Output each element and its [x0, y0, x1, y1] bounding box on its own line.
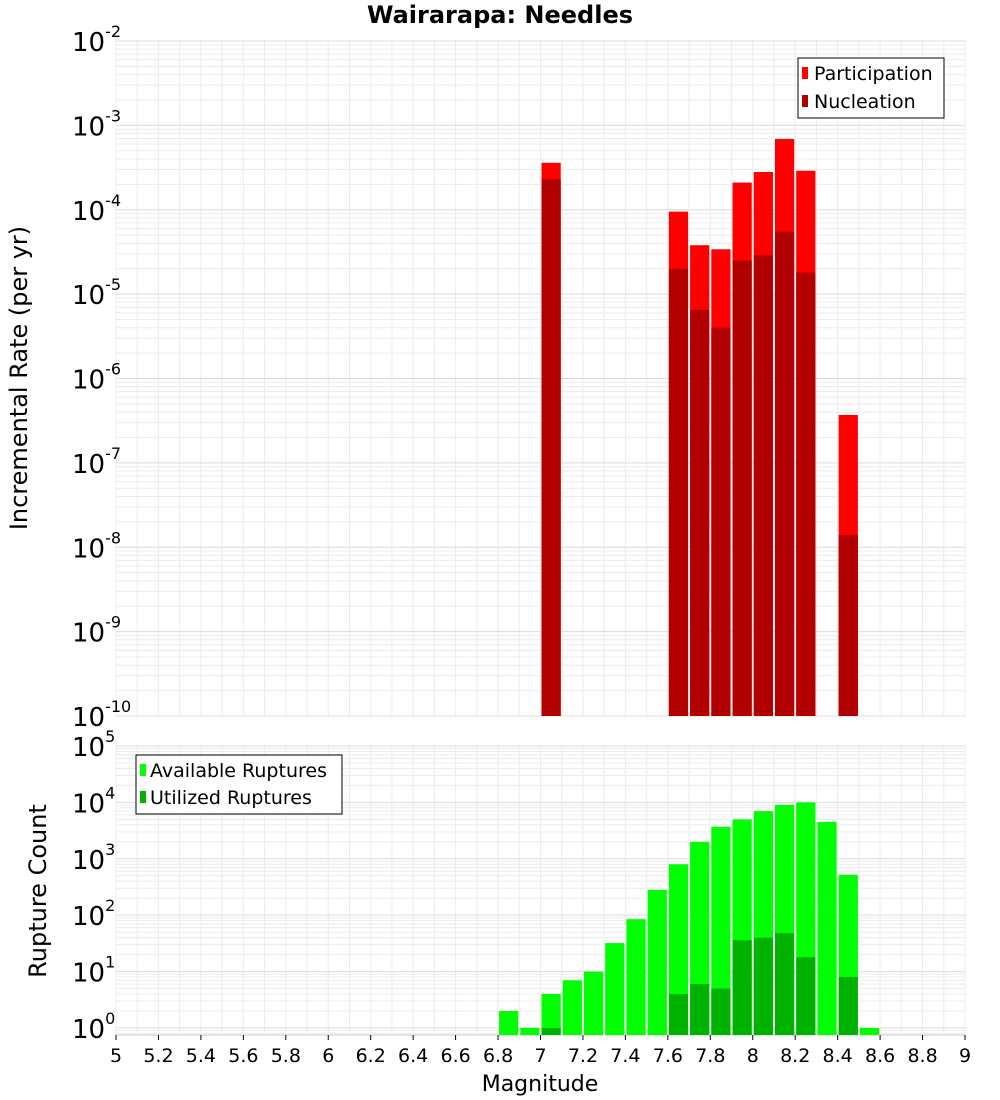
nucleation-legend-label: Nucleation — [814, 91, 916, 113]
count-panel: 105 104 103 102 101 100 5 5.2 5.4 5.6 5.8 6 6.2 6.4 6… — [24, 727, 971, 1097]
count-y-tick-label: 101 — [72, 953, 115, 989]
rate-y-tick-label: 10-7 — [72, 444, 121, 480]
x-tick-label: 5.4 — [186, 1045, 216, 1067]
count-bar-utilized-ruptures — [668, 994, 689, 1035]
rate-bar-nucleation — [838, 534, 858, 716]
rate-y-tick-label: 10-3 — [72, 106, 121, 142]
x-axis-ticks: 5 5.2 5.4 5.6 5.8 6 6.2 6.4 6.6 6.8 7 7.2 7.4 7.6 7.8 8… — [110, 1035, 971, 1067]
x-tick-label: 8 — [747, 1045, 759, 1067]
available-legend-label: Available Ruptures — [150, 760, 327, 782]
rate-bar-nucleation — [541, 179, 561, 716]
rate-bar-nucleation — [668, 268, 689, 716]
x-tick-label: 5 — [110, 1045, 122, 1067]
x-axis-label: Magnitude — [482, 1072, 599, 1097]
x-tick-label: 7.4 — [610, 1045, 640, 1067]
x-tick-label: 7.8 — [695, 1045, 725, 1067]
count-bar-available-ruptures — [583, 971, 604, 1035]
x-tick-label: 8.4 — [823, 1045, 853, 1067]
rate-y-tick-label: 10-4 — [72, 191, 121, 227]
count-bar-utilized-ruptures — [732, 940, 752, 1035]
count-bar-available-ruptures — [541, 994, 561, 1035]
count-y-tick-label: 100 — [72, 1009, 115, 1045]
rate-bar-nucleation — [690, 309, 710, 716]
participation-legend-swatch — [802, 67, 808, 79]
rate-bar-nucleation — [774, 231, 795, 716]
count-bar-available-ruptures — [668, 864, 689, 1035]
count-bar-available-ruptures — [817, 821, 837, 1035]
x-tick-label: 5.2 — [143, 1045, 173, 1067]
count-legend-box — [135, 754, 343, 815]
count-legend: Available Ruptures Utilized Ruptures — [135, 754, 343, 815]
count-y-tick-label: 105 — [72, 727, 115, 763]
x-tick-label: 6.2 — [356, 1045, 386, 1067]
x-tick-label: 6 — [322, 1045, 334, 1067]
count-bar-utilized-ruptures — [838, 977, 858, 1035]
count-bar-utilized-ruptures — [796, 957, 816, 1035]
rate-y-tick-label: 10-10 — [72, 697, 131, 733]
count-bar-utilized-ruptures — [753, 937, 773, 1035]
rate-y-axis-label: Incremental Rate (per yr) — [5, 226, 33, 530]
rate-gridlines — [115, 40, 966, 717]
rate-y-tick-label: 10-9 — [72, 613, 121, 649]
rate-y-tick-label: 10-5 — [72, 275, 121, 311]
count-y-axis-label: Rupture Count — [24, 804, 52, 978]
rate-y-tick-label: 10-8 — [72, 528, 121, 564]
x-tick-label: 6.6 — [440, 1045, 470, 1067]
x-tick-label: 7 — [534, 1045, 546, 1067]
x-tick-label: 9 — [959, 1045, 971, 1067]
count-bar-utilized-ruptures — [774, 933, 795, 1035]
chart-title: Wairarapa: Needles — [367, 1, 633, 29]
count-bars — [499, 802, 880, 1035]
x-tick-label: 7.6 — [653, 1045, 683, 1067]
count-bar-available-ruptures — [711, 826, 731, 1035]
x-tick-label: 6.4 — [398, 1045, 428, 1067]
rate-legend-box — [797, 57, 945, 119]
count-bar-available-ruptures — [499, 1010, 519, 1035]
x-tick-label: 5.6 — [228, 1045, 258, 1067]
count-y-ticks: 105 104 103 102 101 100 — [72, 727, 115, 1045]
count-bar-available-ruptures — [626, 919, 646, 1035]
utilized-legend-label: Utilized Ruptures — [150, 787, 312, 809]
count-bar-available-ruptures — [562, 980, 582, 1035]
count-y-tick-label: 102 — [72, 896, 115, 932]
nucleation-legend-swatch — [802, 95, 808, 107]
count-bar-available-ruptures — [859, 1027, 880, 1035]
count-y-tick-label: 103 — [72, 840, 115, 876]
utilized-legend-swatch — [140, 791, 146, 803]
count-bar-available-ruptures — [647, 889, 667, 1035]
rate-bar-nucleation — [732, 260, 752, 716]
x-tick-label: 8.8 — [907, 1045, 937, 1067]
x-tick-label: 8.2 — [780, 1045, 810, 1067]
available-legend-swatch — [140, 764, 146, 776]
rate-y-tick-label: 10-6 — [72, 360, 121, 396]
count-bar-utilized-ruptures — [711, 988, 731, 1035]
rate-legend: Participation Nucleation — [797, 57, 945, 119]
count-bar-utilized-ruptures — [690, 984, 710, 1035]
rate-bars — [541, 138, 858, 717]
count-y-tick-label: 104 — [72, 783, 115, 819]
x-tick-label: 8.6 — [865, 1045, 895, 1067]
rate-y-ticks: 10-2 10-3 10-4 10-5 10-6 10-7 10-8 10-9 10-10 — [72, 22, 131, 733]
rate-bar-nucleation — [711, 327, 731, 716]
participation-legend-label: Participation — [814, 63, 933, 85]
count-bar-available-ruptures — [520, 1027, 540, 1035]
x-tick-label: 5.8 — [271, 1045, 301, 1067]
rate-bar-nucleation — [796, 272, 816, 716]
x-tick-label: 7.2 — [568, 1045, 598, 1067]
rate-bar-nucleation — [753, 255, 773, 716]
x-tick-label: 6.8 — [483, 1045, 513, 1067]
count-bar-utilized-ruptures — [541, 1027, 561, 1035]
rate-y-tick-label: 10-2 — [72, 22, 121, 58]
rate-panel: 10-2 10-3 10-4 10-5 10-6 10-7 10-8 10-9 10-10 In… — [5, 22, 966, 733]
count-bar-available-ruptures — [605, 943, 625, 1035]
